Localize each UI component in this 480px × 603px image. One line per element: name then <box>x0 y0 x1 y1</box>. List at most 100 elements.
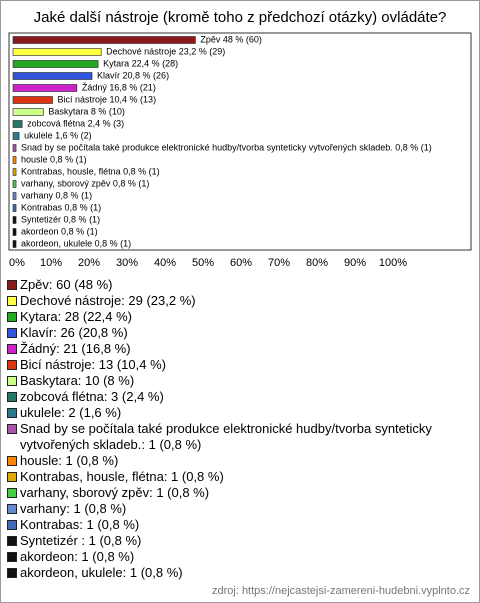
x-tick-label: 20% <box>78 257 100 269</box>
value-label: Baskytara 8 % (10) <box>48 106 125 116</box>
source: zdroj: https://nejcastejsi-zamereni-hude… <box>211 585 470 597</box>
plot-frame <box>8 32 472 251</box>
legend-item: zobcová flétna: 3 (2,4 %) <box>6 389 456 405</box>
legend-swatch <box>7 568 17 578</box>
value-label: varhany 0,8 % (1) <box>21 190 92 200</box>
value-label: Kontrabas 0,8 % (1) <box>21 202 101 212</box>
legend-item: Bicí nástroje: 13 (10,4 %) <box>6 357 456 373</box>
legend-item: Syntetizér : 1 (0,8 %) <box>6 533 456 549</box>
legend-swatch <box>7 520 17 530</box>
value-label: Zpěv 48 % (60) <box>200 34 262 44</box>
bar <box>12 120 23 128</box>
legend-label: Snad by se počítala také produkce elektr… <box>20 421 432 452</box>
legend-item: Zpěv: 60 (48 %) <box>6 277 456 293</box>
x-tick-label: 100% <box>379 257 407 269</box>
bar <box>12 228 17 236</box>
x-tick-label: 80% <box>306 257 328 269</box>
value-label: Bicí nástroje 10,4 % (13) <box>58 94 157 104</box>
bar <box>12 84 78 92</box>
legend-swatch <box>7 552 17 562</box>
legend-label: housle: 1 (0,8 %) <box>20 453 119 468</box>
legend-item: Žádný: 21 (16,8 %) <box>6 341 456 357</box>
legend-swatch <box>7 376 17 386</box>
legend-label: Syntetizér : 1 (0,8 %) <box>20 533 142 548</box>
legend: Zpěv: 60 (48 %) Dechové nástroje: 29 (23,… <box>6 277 456 581</box>
legend-item: varhany: 1 (0,8 %) <box>6 501 456 517</box>
legend-label: Dechové nástroje: 29 (23,2 %) <box>20 293 196 308</box>
legend-swatch <box>7 296 17 306</box>
legend-swatch <box>7 536 17 546</box>
chart-title: Jaké další nástroje (kromě toho z předch… <box>34 9 447 26</box>
legend-swatch <box>7 408 17 418</box>
legend-item: varhany, sborový zpěv: 1 (0,8 %) <box>6 485 456 501</box>
chart: Jaké další nástroje (kromě toho z předch… <box>8 9 472 269</box>
x-tick-label: 40% <box>154 257 176 269</box>
bar <box>12 36 196 44</box>
legend-item: Dechové nástroje: 29 (23,2 %) <box>6 293 456 309</box>
x-tick-label: 30% <box>116 257 138 269</box>
bar <box>12 60 99 68</box>
value-label: Klavír 20,8 % (26) <box>97 70 169 80</box>
legend-label: akordeon, ukulele: 1 (0,8 %) <box>20 565 183 580</box>
x-tick-label: 70% <box>268 257 290 269</box>
legend-label: Klavír: 26 (20,8 %) <box>20 325 128 340</box>
value-label: ukulele 1,6 % (2) <box>24 130 92 140</box>
x-tick-label: 50% <box>192 257 214 269</box>
bar <box>12 168 17 176</box>
legend-label: Kontrabas: 1 (0,8 %) <box>20 517 140 532</box>
bar <box>12 48 102 56</box>
legend-swatch <box>7 424 17 434</box>
x-tick-label: 60% <box>230 257 252 269</box>
value-label: Kytara 22,4 % (28) <box>103 58 178 68</box>
legend-label: Zpěv: 60 (48 %) <box>20 277 113 292</box>
legend-swatch <box>7 392 17 402</box>
bar <box>12 180 17 188</box>
legend-item: akordeon, ukulele: 1 (0,8 %) <box>6 565 456 581</box>
bar <box>12 108 44 116</box>
legend-swatch <box>7 472 17 482</box>
bar <box>12 156 17 164</box>
legend-item: akordeon: 1 (0,8 %) <box>6 549 456 565</box>
value-label: housle 0,8 % (1) <box>21 154 87 164</box>
value-label: Kontrabas, housle, flétna 0,8 % (1) <box>21 166 160 176</box>
bar <box>12 240 17 248</box>
legend-swatch <box>7 488 17 498</box>
legend-label: Kontrabas, housle, flétna: 1 (0,8 %) <box>20 469 224 484</box>
bar <box>12 72 93 80</box>
value-label: Dechové nástroje 23,2 % (29) <box>106 46 225 56</box>
value-label: akordeon 0,8 % (1) <box>21 226 98 236</box>
value-label: Syntetizér 0,8 % (1) <box>21 214 100 224</box>
legend-item: Snad by se počítala také produkce elektr… <box>6 421 456 453</box>
bar <box>12 192 17 200</box>
value-label: Snad by se počítala také produkce elektr… <box>21 142 432 152</box>
value-label: zobcová flétna 2,4 % (3) <box>27 118 124 128</box>
legend-label: ukulele: 2 (1,6 %) <box>20 405 122 420</box>
legend-swatch <box>7 312 17 322</box>
legend-item: Kytara: 28 (22,4 %) <box>6 309 456 325</box>
legend-label: akordeon: 1 (0,8 %) <box>20 549 135 564</box>
legend-swatch <box>7 504 17 514</box>
legend-label: varhany: 1 (0,8 %) <box>20 501 127 516</box>
legend-swatch <box>7 280 17 290</box>
x-tick-label: 10% <box>40 257 62 269</box>
x-tick-label: 0% <box>9 257 25 269</box>
legend-label: zobcová flétna: 3 (2,4 %) <box>20 389 164 404</box>
legend-item: Klavír: 26 (20,8 %) <box>6 325 456 341</box>
legend-item: Kontrabas, housle, flétna: 1 (0,8 %) <box>6 469 456 485</box>
bar <box>12 216 17 224</box>
legend-label: Baskytara: 10 (8 %) <box>20 373 135 388</box>
legend-label: Bicí nástroje: 13 (10,4 %) <box>20 357 166 372</box>
legend-item: Kontrabas: 1 (0,8 %) <box>6 517 456 533</box>
legend-item: ukulele: 2 (1,6 %) <box>6 405 456 421</box>
legend-item: housle: 1 (0,8 %) <box>6 453 456 469</box>
legend-swatch <box>7 328 17 338</box>
value-label: Žádný 16,8 % (21) <box>82 82 156 92</box>
bar <box>12 132 20 140</box>
legend-label: varhany, sborový zpěv: 1 (0,8 %) <box>20 485 210 500</box>
legend-swatch <box>7 360 17 370</box>
legend-label: Žádný: 21 (16,8 %) <box>20 341 131 356</box>
bar <box>12 144 17 152</box>
legend-label: Kytara: 28 (22,4 %) <box>20 309 132 324</box>
bar <box>12 204 17 212</box>
